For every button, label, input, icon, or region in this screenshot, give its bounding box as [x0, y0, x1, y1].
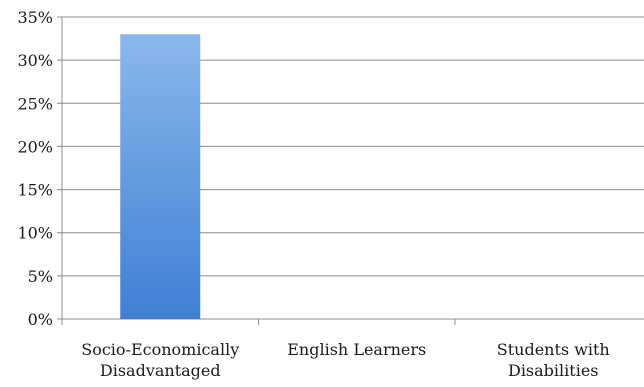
x-tick-label: Students with Disabilities [497, 340, 610, 380]
y-tick-label: 20% [17, 137, 53, 156]
y-tick-label: 15% [17, 181, 53, 200]
bar [120, 34, 201, 319]
y-tick-label: 30% [17, 51, 53, 70]
y-tick-label: 35% [17, 8, 53, 27]
bars [120, 34, 201, 319]
x-tick-label: Socio-Economically Disadvantaged [81, 340, 239, 380]
y-tick-label: 0% [28, 310, 53, 329]
y-tick-label: 25% [17, 94, 53, 113]
x-tick-labels: Socio-Economically Disadvantaged English L… [81, 340, 609, 380]
y-tick-label: 5% [28, 267, 53, 286]
y-tick-label: 10% [17, 224, 53, 243]
y-tick-labels: 0% 5% 10% 15% 20% 25% 30% 35% [17, 8, 53, 329]
x-tick-label: English Learners [287, 340, 426, 359]
